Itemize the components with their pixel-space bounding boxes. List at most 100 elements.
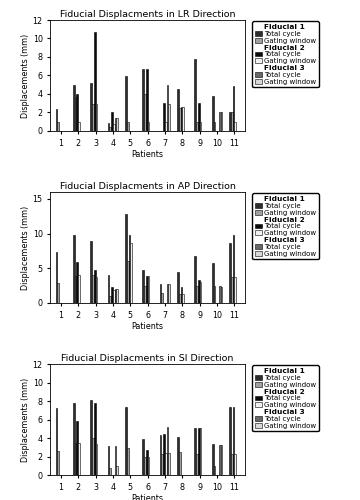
Bar [113,124,114,131]
Bar [196,122,198,131]
Legend: Fiducial 1, Total cycle, Gating window, Fiducial 2, Total cycle, Gating window, : Fiducial 1, Total cycle, Gating window, … [252,22,319,88]
Bar [198,428,200,475]
Bar [168,453,170,475]
Legend: Fiducial 1, Total cycle, Gating window, Fiducial 2, Total cycle, Gating window, : Fiducial 1, Total cycle, Gating window, … [252,194,319,260]
Bar [231,454,233,475]
Bar [114,289,116,303]
Bar [220,446,222,475]
Bar [179,294,181,303]
Y-axis label: Displacements (mm): Displacements (mm) [21,378,30,462]
Bar [182,294,184,303]
Bar [219,446,220,475]
Bar [213,122,215,131]
Bar [182,107,184,131]
Bar [116,118,118,131]
Legend: Fiducial 1, Total cycle, Gating window, Fiducial 2, Total cycle, Gating window, : Fiducial 1, Total cycle, Gating window, … [252,366,319,432]
Bar [76,262,78,303]
Bar [179,108,181,131]
Bar [129,235,130,303]
Bar [75,276,76,303]
Bar [212,96,213,131]
Bar [160,435,162,475]
Bar [114,446,116,475]
Bar [146,450,148,475]
Bar [111,112,113,131]
Bar [76,94,78,131]
Bar [219,112,220,131]
Bar [95,104,97,131]
Bar [234,454,236,475]
Bar [168,104,170,131]
Bar [78,275,80,303]
Bar [167,84,168,131]
Bar [213,286,215,303]
Bar [146,276,148,303]
Bar [229,112,231,131]
Bar [179,452,181,475]
Bar [75,442,76,475]
Bar [219,286,220,303]
Bar [143,270,144,303]
Bar [57,451,59,475]
Bar [144,94,146,131]
Bar [160,284,162,303]
Bar [163,103,165,131]
Bar [212,263,213,303]
Bar [95,444,97,475]
Bar [76,422,78,475]
Bar [127,122,129,131]
Bar [94,32,95,131]
Bar [109,128,111,131]
Bar [213,466,215,475]
X-axis label: Patients: Patients [132,322,163,332]
Bar [109,468,111,475]
Bar [144,286,146,303]
Bar [148,456,149,475]
Bar [229,242,231,303]
Bar [116,466,118,475]
Bar [57,283,59,303]
Bar [90,240,92,303]
Bar [55,109,57,131]
Bar [231,112,233,131]
Bar [181,107,182,131]
Bar [111,287,113,303]
Bar [177,90,179,131]
Bar [73,403,75,475]
Bar [108,446,109,475]
Bar [78,442,80,475]
Bar [194,256,196,303]
Bar [94,270,95,303]
Bar [78,122,80,131]
Title: Fiducial Displacments in LR Direction: Fiducial Displacments in LR Direction [60,10,235,19]
Bar [212,444,213,475]
Bar [220,112,222,131]
Y-axis label: Displacements (mm): Displacements (mm) [21,34,30,117]
Bar [148,276,149,303]
Bar [194,59,196,131]
Bar [90,83,92,131]
Bar [234,122,236,131]
Bar [148,122,149,131]
Bar [90,400,92,475]
Bar [73,84,75,131]
Bar [220,287,222,303]
Bar [163,434,165,475]
Bar [146,69,148,131]
Bar [167,427,168,475]
Bar [196,286,198,303]
Bar [94,403,95,475]
Bar [181,287,182,303]
Bar [127,262,129,303]
Bar [198,280,200,303]
Bar [113,290,114,303]
Bar [116,289,118,303]
Bar [55,408,57,475]
Bar [144,456,146,475]
Bar [92,275,94,303]
Bar [196,454,198,475]
Bar [130,242,132,303]
Bar [127,448,129,475]
Bar [92,104,94,131]
Bar [165,453,167,475]
